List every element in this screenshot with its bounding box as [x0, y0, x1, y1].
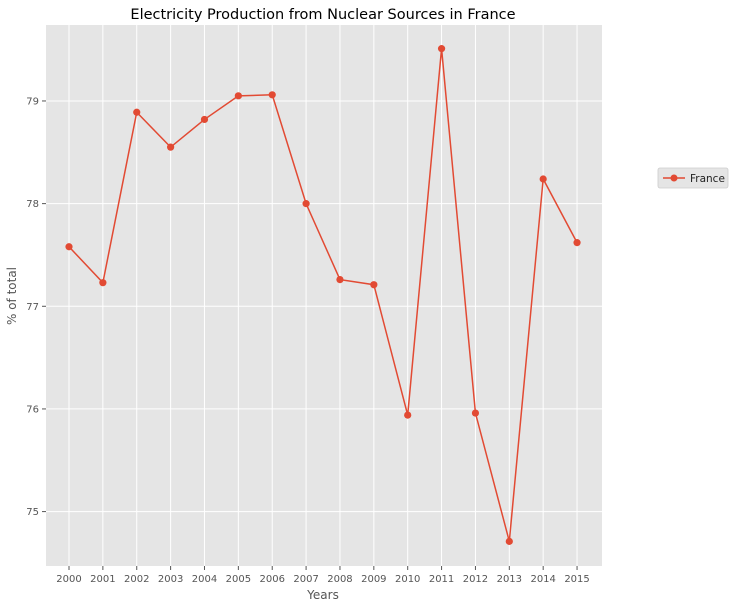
x-tick-label: 2004	[192, 574, 217, 585]
x-axis-ticks: 2000 2001 2002 2003 2004 2005 2006 2007 2008 2009…	[56, 566, 590, 585]
legend: France	[657, 167, 729, 189]
legend-point-marker	[670, 174, 678, 182]
x-tick-label: 2009	[361, 574, 386, 585]
data-point	[471, 409, 480, 417]
data-point	[99, 279, 107, 287]
x-tick-label: 2003	[158, 574, 183, 585]
data-point	[370, 281, 378, 289]
x-tick-label: 2012	[463, 574, 488, 585]
y-tick-label: 79	[26, 96, 39, 107]
legend-box	[657, 167, 729, 189]
y-tick-label: 75	[26, 507, 39, 518]
y-axis-ticks: 75 76 77 78 79	[26, 96, 46, 518]
x-tick-label: 2010	[395, 574, 420, 585]
data-point	[437, 45, 446, 53]
x-tick-label: 2015	[564, 574, 589, 585]
series-line-france	[68, 48, 578, 542]
data-point	[404, 411, 412, 419]
data-point	[302, 200, 310, 208]
data-point	[167, 143, 175, 151]
x-tick-label: 2002	[124, 574, 149, 585]
series-france	[65, 45, 581, 545]
data-point	[234, 92, 242, 100]
data-point	[133, 108, 141, 116]
grid-lines	[46, 25, 602, 566]
data-point	[65, 243, 73, 251]
x-tick-label: 2014	[530, 574, 555, 585]
x-tick-label: 2005	[226, 574, 251, 585]
legend-label-france: France	[690, 173, 725, 185]
x-tick-label: 2011	[429, 574, 454, 585]
data-point	[200, 115, 209, 124]
x-tick-label: 2007	[293, 574, 318, 585]
data-point	[268, 91, 276, 99]
x-tick-label: 2000	[56, 574, 81, 585]
x-axis-title: Years	[306, 588, 339, 602]
x-tick-label: 2008	[327, 574, 352, 585]
y-tick-label: 77	[26, 302, 39, 313]
y-tick-label: 78	[26, 199, 39, 210]
data-point	[539, 175, 547, 183]
y-tick-label: 76	[26, 404, 39, 415]
y-axis-title: % of total	[5, 267, 19, 325]
data-point	[336, 275, 344, 284]
x-tick-label: 2006	[259, 574, 284, 585]
data-point	[573, 239, 581, 247]
data-point	[505, 537, 513, 545]
x-tick-label: 2013	[497, 574, 522, 585]
plot-area	[46, 25, 602, 566]
chart-title: Electricity Production from Nuclear Sour…	[130, 7, 515, 23]
x-tick-label: 2001	[90, 574, 115, 585]
